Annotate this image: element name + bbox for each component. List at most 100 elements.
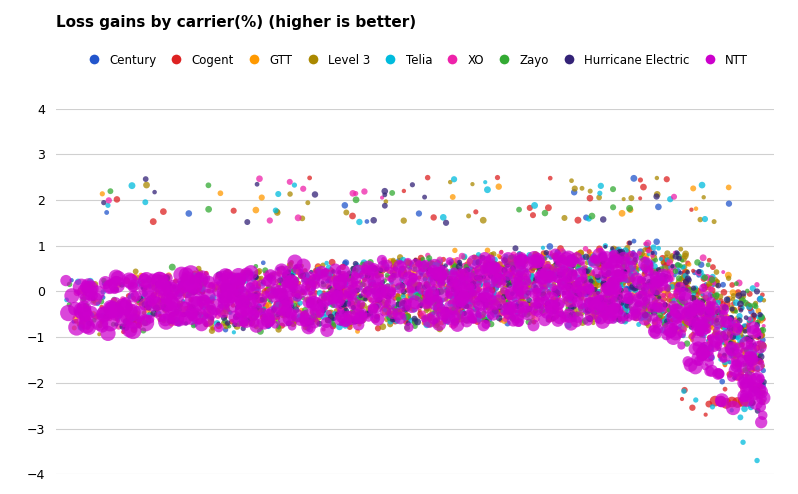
Point (286, 278, 299, 286)
Point (702, 321, 715, 329)
Point (609, 286, 622, 293)
Point (747, 355, 760, 363)
Point (334, 316, 346, 324)
Point (727, 319, 740, 327)
Point (720, 318, 733, 326)
Point (753, 331, 766, 339)
Point (662, 284, 674, 292)
Point (472, 274, 484, 282)
Point (350, 190, 362, 198)
Point (696, 181, 709, 189)
Point (740, 335, 753, 343)
Point (106, 305, 119, 313)
Point (330, 291, 343, 299)
Point (501, 261, 514, 269)
Point (67, 318, 80, 326)
Point (290, 306, 302, 314)
Point (433, 279, 445, 287)
Point (458, 291, 471, 299)
Point (507, 288, 519, 295)
Point (409, 269, 421, 277)
Point (394, 314, 407, 322)
Point (606, 204, 619, 211)
Point (752, 355, 764, 363)
Point (429, 319, 441, 327)
Point (397, 306, 409, 314)
Point (302, 319, 314, 327)
Point (493, 314, 506, 322)
Point (532, 302, 545, 310)
Point (73, 321, 85, 329)
Point (602, 264, 614, 272)
Point (245, 319, 258, 327)
Point (514, 284, 527, 292)
Point (312, 266, 325, 274)
Point (111, 306, 124, 314)
Point (361, 279, 373, 287)
Point (138, 309, 151, 317)
Point (494, 290, 507, 298)
Point (598, 271, 611, 279)
Point (698, 314, 711, 322)
Point (282, 300, 294, 308)
Point (255, 194, 268, 202)
Point (424, 280, 437, 288)
Point (271, 311, 284, 319)
Point (132, 318, 144, 326)
Point (503, 260, 516, 268)
Point (606, 294, 618, 302)
Point (217, 300, 230, 308)
Point (348, 280, 361, 288)
Point (156, 294, 169, 302)
Point (310, 307, 323, 315)
Point (579, 268, 591, 276)
Point (637, 285, 650, 293)
Point (212, 274, 225, 282)
Point (473, 266, 486, 274)
Point (701, 317, 714, 325)
Point (126, 308, 139, 316)
Point (384, 267, 397, 275)
Point (567, 302, 580, 310)
Point (475, 309, 488, 317)
Point (745, 356, 758, 364)
Point (547, 283, 559, 291)
Point (584, 293, 597, 301)
Point (308, 273, 321, 281)
Point (370, 313, 383, 321)
Point (595, 271, 607, 279)
Point (747, 324, 760, 331)
Point (355, 314, 368, 322)
Point (536, 295, 549, 303)
Point (179, 315, 192, 323)
Point (251, 180, 263, 188)
Point (725, 314, 738, 322)
Point (385, 279, 397, 287)
Point (665, 270, 678, 278)
Point (743, 315, 756, 323)
Point (664, 329, 677, 336)
Point (740, 382, 753, 390)
Point (655, 265, 668, 273)
Point (254, 328, 267, 335)
Point (704, 338, 717, 346)
Point (227, 301, 239, 309)
Point (617, 259, 630, 267)
Point (221, 270, 234, 278)
Point (306, 279, 319, 287)
Point (721, 330, 734, 338)
Point (626, 284, 638, 291)
Point (182, 310, 195, 318)
Point (139, 289, 152, 297)
Point (479, 286, 492, 293)
Point (442, 307, 455, 315)
Point (463, 288, 476, 295)
Point (757, 322, 770, 330)
Point (463, 301, 476, 309)
Point (283, 261, 296, 269)
Point (430, 274, 443, 282)
Point (714, 397, 727, 405)
Point (277, 300, 290, 308)
Point (125, 182, 138, 190)
Point (498, 293, 511, 301)
